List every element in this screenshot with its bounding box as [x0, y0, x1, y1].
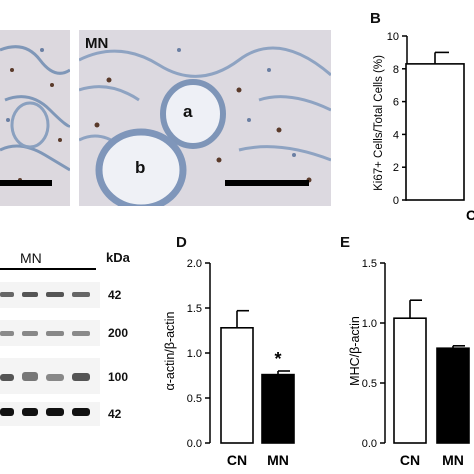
- chart-b-ytick-label: 0: [393, 195, 399, 207]
- micrograph-right: MN a b: [79, 30, 331, 206]
- panel-label-e: E: [340, 234, 351, 251]
- chart-e-ytick-label: 1.0: [362, 318, 377, 330]
- chart-e-ytick-label: 1.5: [362, 258, 377, 270]
- chart-d-xtick-label: MN: [267, 452, 289, 468]
- chart-e-xtick-label: CN: [400, 452, 420, 468]
- chart-e-xtick-label: MN: [442, 452, 464, 468]
- chart-d-xtick-label: CN: [227, 452, 247, 468]
- chart-b-ylabel: Ki67+ Cells/Total Cells (%): [373, 55, 385, 191]
- blot-group-line: [0, 268, 96, 270]
- chart-d-bar: [220, 327, 254, 444]
- chart-b-ytick-label: 6: [393, 97, 399, 109]
- scale-bar: [225, 180, 309, 186]
- chart-b: Ki67+ Cells/Total Cells (%) 0 2 4 6 8 10 C: [373, 31, 474, 223]
- micrograph-right-texture: [79, 30, 331, 206]
- chart-e-bar: [436, 347, 470, 444]
- blot-bands: [0, 292, 90, 416]
- chart-e-ytick-label: 0.0: [362, 438, 377, 450]
- panel-label-b: B: [370, 10, 381, 27]
- panel-label-d: D: [176, 234, 187, 251]
- chart-b-ytick-label: 10: [387, 31, 399, 43]
- chart-d-ytick-label: 2.0: [187, 258, 202, 270]
- chart-b-ytick-label: 4: [393, 129, 399, 141]
- chart-d-ylabel: α-actin/β-actin: [163, 311, 177, 390]
- region-b-label: b: [135, 158, 146, 177]
- chart-d-ytick-label: 1.5: [187, 303, 202, 315]
- blot-group-label: MN: [20, 250, 42, 266]
- chart-d-significance-star: *: [274, 349, 281, 369]
- chart-d-ytick-label: 0.0: [187, 438, 202, 450]
- chart-e-bar: [393, 317, 427, 444]
- chart-d-bar: [261, 373, 295, 444]
- band-size-4: 42: [108, 407, 122, 421]
- band-size-1: 42: [108, 288, 122, 302]
- micrograph-left: [0, 30, 70, 206]
- region-a-label: a: [183, 102, 193, 121]
- chart-d-ytick-label: 0.5: [187, 393, 202, 405]
- chart-b-bar: [405, 63, 465, 201]
- chart-e: MHC/β-actin 0.0 0.5 1.0 1.5 CN MN: [348, 258, 470, 468]
- chart-e-ytick-label: 0.5: [362, 378, 377, 390]
- chart-b-ytick-label: 2: [393, 162, 399, 174]
- chart-d-ytick-label: 1.0: [187, 348, 202, 360]
- scale-bar: [0, 180, 52, 186]
- chart-b-xtick-label: C: [466, 207, 474, 223]
- band-size-2: 200: [108, 326, 129, 340]
- chart-e-ylabel: MHC/β-actin: [348, 316, 362, 386]
- micrograph-left-texture: [0, 30, 70, 206]
- chart-b-ytick-label: 8: [393, 64, 399, 76]
- band-size-3: 100: [108, 370, 129, 384]
- blot-unit-header: kDa: [106, 250, 130, 265]
- chart-d: α-actin/β-actin 0.0 0.5 1.0 1.5 2.0 CN MN *: [163, 258, 295, 468]
- micrograph-group-label: MN: [85, 35, 109, 52]
